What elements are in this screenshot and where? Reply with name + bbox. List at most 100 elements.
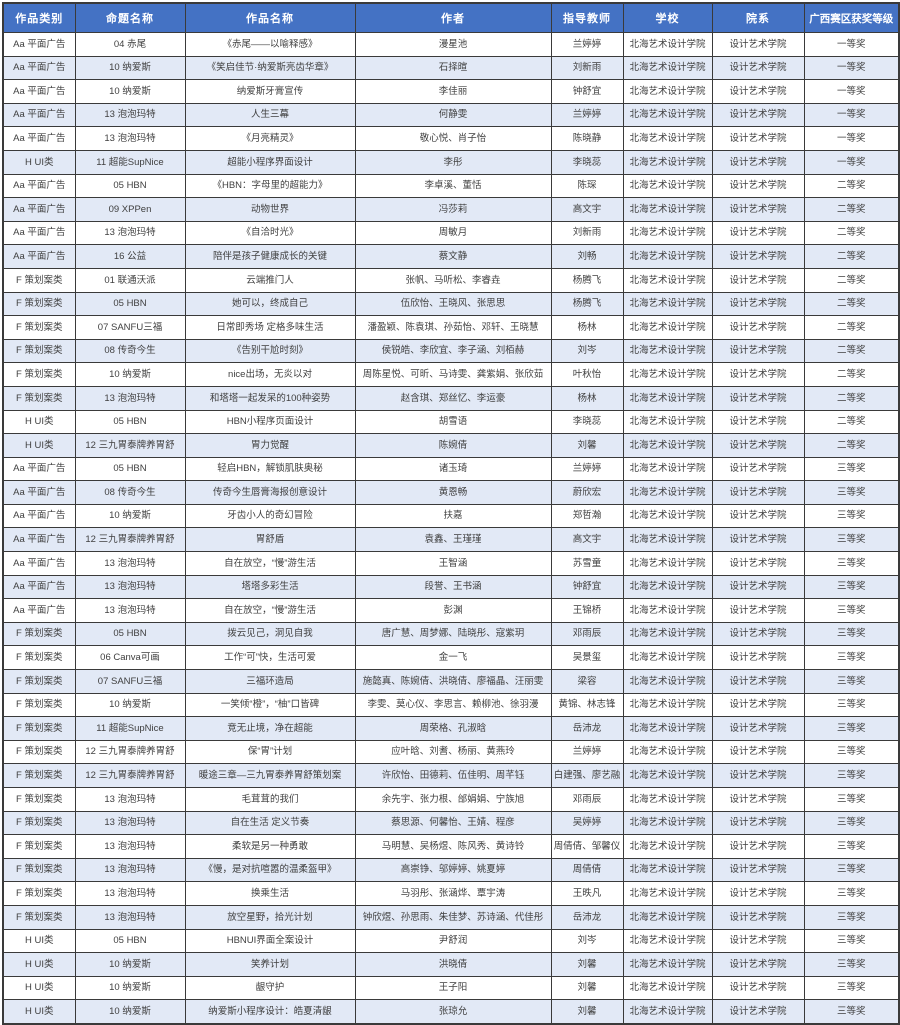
cell-topic: 05 HBN	[74, 409, 186, 435]
cell-department: 设计艺术学院	[711, 480, 805, 505]
cell-topic: 07 SANFU三福	[74, 315, 186, 340]
cell-award: 三等奖	[803, 763, 900, 788]
cell-topic: 05 HBN	[74, 173, 186, 199]
cell-department: 设计艺术学院	[711, 126, 805, 151]
cell-topic: 12 三九胃泰牌养胃舒	[74, 763, 186, 788]
cell-topic: 13 泡泡玛特	[74, 126, 186, 151]
cell-category: H UI类	[2, 975, 76, 1001]
cell-topic: 13 泡泡玛特	[74, 598, 186, 623]
cell-authors: 扶嘉	[354, 503, 552, 529]
cell-school: 北海艺术设计学院	[622, 480, 713, 505]
cell-category: F 策划案类	[2, 716, 76, 741]
cell-authors: 余先宇、张力根、邰娟娟、宁族旭	[354, 787, 552, 812]
cell-category: Aa 平面广告	[2, 220, 76, 246]
cell-title: 人生三幕	[184, 102, 356, 128]
cell-authors: 侯锐皓、李欣宜、李子涵、刘栢赫	[354, 338, 552, 364]
cell-authors: 胡雪语	[354, 409, 552, 435]
cell-topic: 05 HBN	[74, 928, 186, 954]
table-row: F 策划案类 13 泡泡玛特 放空星野，拾光计划 钟欣煜、孙思雨、朱佳梦、苏诗涵、代佳…	[2, 904, 900, 930]
cell-topic: 11 超能SupNice	[74, 149, 186, 175]
cell-category: F 策划案类	[2, 291, 76, 317]
table-row: Aa 平面广告 13 泡泡玛特 自在放空，“慢”游生活 王智涵 苏雪童 北海艺术设计学院设…	[2, 551, 900, 576]
cell-authors: 袁鑫、王瑾瑾	[354, 527, 552, 553]
cell-award: 一等奖	[803, 102, 900, 128]
table-row: Aa 平面广告 10 纳爱斯 牙齿小人的奇幻冒险 扶嘉 郑哲瀚 北海艺术设计学院 设计艺术学…	[2, 503, 900, 529]
cell-title: 《月亮精灵》	[184, 126, 356, 151]
cell-school: 北海艺术设计学院	[622, 55, 713, 81]
cell-category: F 策划案类	[2, 315, 76, 340]
cell-authors: 张帆、马听松、李睿垚	[354, 267, 552, 293]
cell-topic: 13 泡泡玛特	[74, 904, 186, 930]
cell-department: 设计艺术学院	[711, 928, 805, 954]
cell-title: 竞无止境，净在超能	[184, 716, 356, 741]
cell-category: F 策划案类	[2, 385, 76, 411]
cell-department: 设计艺术学院	[711, 999, 805, 1025]
cell-category: H UI类	[2, 149, 76, 175]
cell-authors: 王智涵	[354, 551, 552, 576]
cell-department: 设计艺术学院	[711, 669, 805, 694]
cell-teacher: 邓雨辰	[550, 621, 624, 647]
cell-teacher: 梁容	[550, 669, 624, 694]
cell-title: 《HBN：字母里的超能力》	[184, 173, 356, 199]
cell-title: 纳爱斯牙膏宣传	[184, 79, 356, 104]
cell-category: Aa 平面广告	[2, 480, 76, 505]
cell-title: 拨云见己，洞见自我	[184, 621, 356, 647]
cell-school: 北海艺术设计学院	[622, 669, 713, 694]
cell-teacher: 刘岑	[550, 338, 624, 364]
cell-school: 北海艺术设计学院	[622, 315, 713, 340]
column-header-title: 作品名称	[184, 2, 356, 33]
cell-title: 《慢，是对抗喧嚣的温柔盔甲》	[184, 857, 356, 883]
table-row: F 策划案类 07 SANFU三福 三福环造局 施懿真、陈婉倩、洪晓倩、廖福晶、汪丽雯…	[2, 669, 900, 694]
cell-department: 设计艺术学院	[711, 574, 805, 600]
table-header: 作品类别 命题名称 作品名称 作者 指导教师 学校 院系 广西赛区获奖等级	[2, 2, 900, 33]
column-header-topic: 命题名称	[74, 2, 186, 33]
cell-category: F 策划案类	[2, 763, 76, 788]
cell-category: Aa 平面广告	[2, 574, 76, 600]
table-row: F 策划案类 10 纳爱斯 nice出场，无炎以对 周陈星悦、可昕、马诗雯、龚紫娟、张…	[2, 362, 900, 387]
cell-category: H UI类	[2, 928, 76, 954]
cell-title: 纳爱斯小程序设计：皓夏清龈	[184, 999, 356, 1025]
cell-topic: 10 纳爱斯	[74, 79, 186, 104]
cell-authors: 漫星池	[354, 32, 552, 57]
table-row: Aa 平面广告 13 泡泡玛特 塔塔多彩生活 段誉、王书涵 钟舒宜 北海艺术设计学院 设计艺…	[2, 574, 900, 600]
cell-authors: 高崇铮、邬婷婷、姚夏婷	[354, 857, 552, 883]
cell-authors: 王子阳	[354, 975, 552, 1001]
cell-category: H UI类	[2, 409, 76, 435]
cell-title: 换乘生活	[184, 881, 356, 906]
table-row: F 策划案类 13 泡泡玛特 换乘生活 马羽彤、张涵烨、覃宇涛 王昳凡 北海艺术设计学院设…	[2, 881, 900, 906]
cell-title: 自在放空，“慢”游生活	[184, 598, 356, 623]
table-row: Aa 平面广告 13 泡泡玛特 《自洽时光》 周敏月 刘新雨 北海艺术设计学院 设计艺术学院…	[2, 220, 900, 246]
cell-award: 三等奖	[803, 857, 900, 883]
cell-title: 日常即秀场 定格多味生活	[184, 315, 356, 340]
column-header-category: 作品类别	[2, 2, 76, 33]
cell-authors: 伍欣怡、王晓风、张思思	[354, 291, 552, 317]
table-row: F 策划案类 07 SANFU三福 日常即秀场 定格多味生活 潘盈颖、陈袁琪、孙茹怡、…	[2, 315, 900, 340]
cell-topic: 05 HBN	[74, 621, 186, 647]
cell-title: 一笑倾“橙”，“柚”口皆碑	[184, 692, 356, 718]
cell-authors: 周敏月	[354, 220, 552, 246]
cell-topic: 13 泡泡玛特	[74, 834, 186, 859]
table-row: Aa 平面广告 08 传奇今生 传奇今生唇膏海报创意设计 黄恩畅 蔚欣宏 北海艺术设计学院…	[2, 480, 900, 505]
cell-school: 北海艺术设计学院	[622, 645, 713, 671]
cell-award: 三等奖	[803, 645, 900, 671]
cell-category: Aa 平面广告	[2, 102, 76, 128]
cell-teacher: 吴景玺	[550, 645, 624, 671]
cell-title: 《赤尾——以喻释感》	[184, 32, 356, 57]
cell-topic: 08 传奇今生	[74, 480, 186, 505]
cell-award: 三等奖	[803, 881, 900, 906]
table-row: F 策划案类 10 纳爱斯 一笑倾“橙”，“柚”口皆碑 李雯、莫心仪、李思言、赖柳池、…	[2, 692, 900, 718]
cell-school: 北海艺术设计学院	[622, 102, 713, 128]
cell-topic: 13 泡泡玛特	[74, 102, 186, 128]
cell-authors: 段誉、王书涵	[354, 574, 552, 600]
table-row: F 策划案类 08 传奇今生 《告别干尬时刻》 侯锐皓、李欣宜、李子涵、刘栢赫 刘岑 北海…	[2, 338, 900, 364]
cell-award: 二等奖	[803, 197, 900, 222]
cell-authors: 敬心悦、肖子怡	[354, 126, 552, 151]
cell-authors: 赵含琪、郑丝忆、李运豪	[354, 385, 552, 411]
cell-topic: 04 赤尾	[74, 32, 186, 57]
cell-category: H UI类	[2, 999, 76, 1025]
cell-school: 北海艺术设计学院	[622, 244, 713, 269]
cell-topic: 11 超能SupNice	[74, 716, 186, 741]
cell-department: 设计艺术学院	[711, 598, 805, 623]
